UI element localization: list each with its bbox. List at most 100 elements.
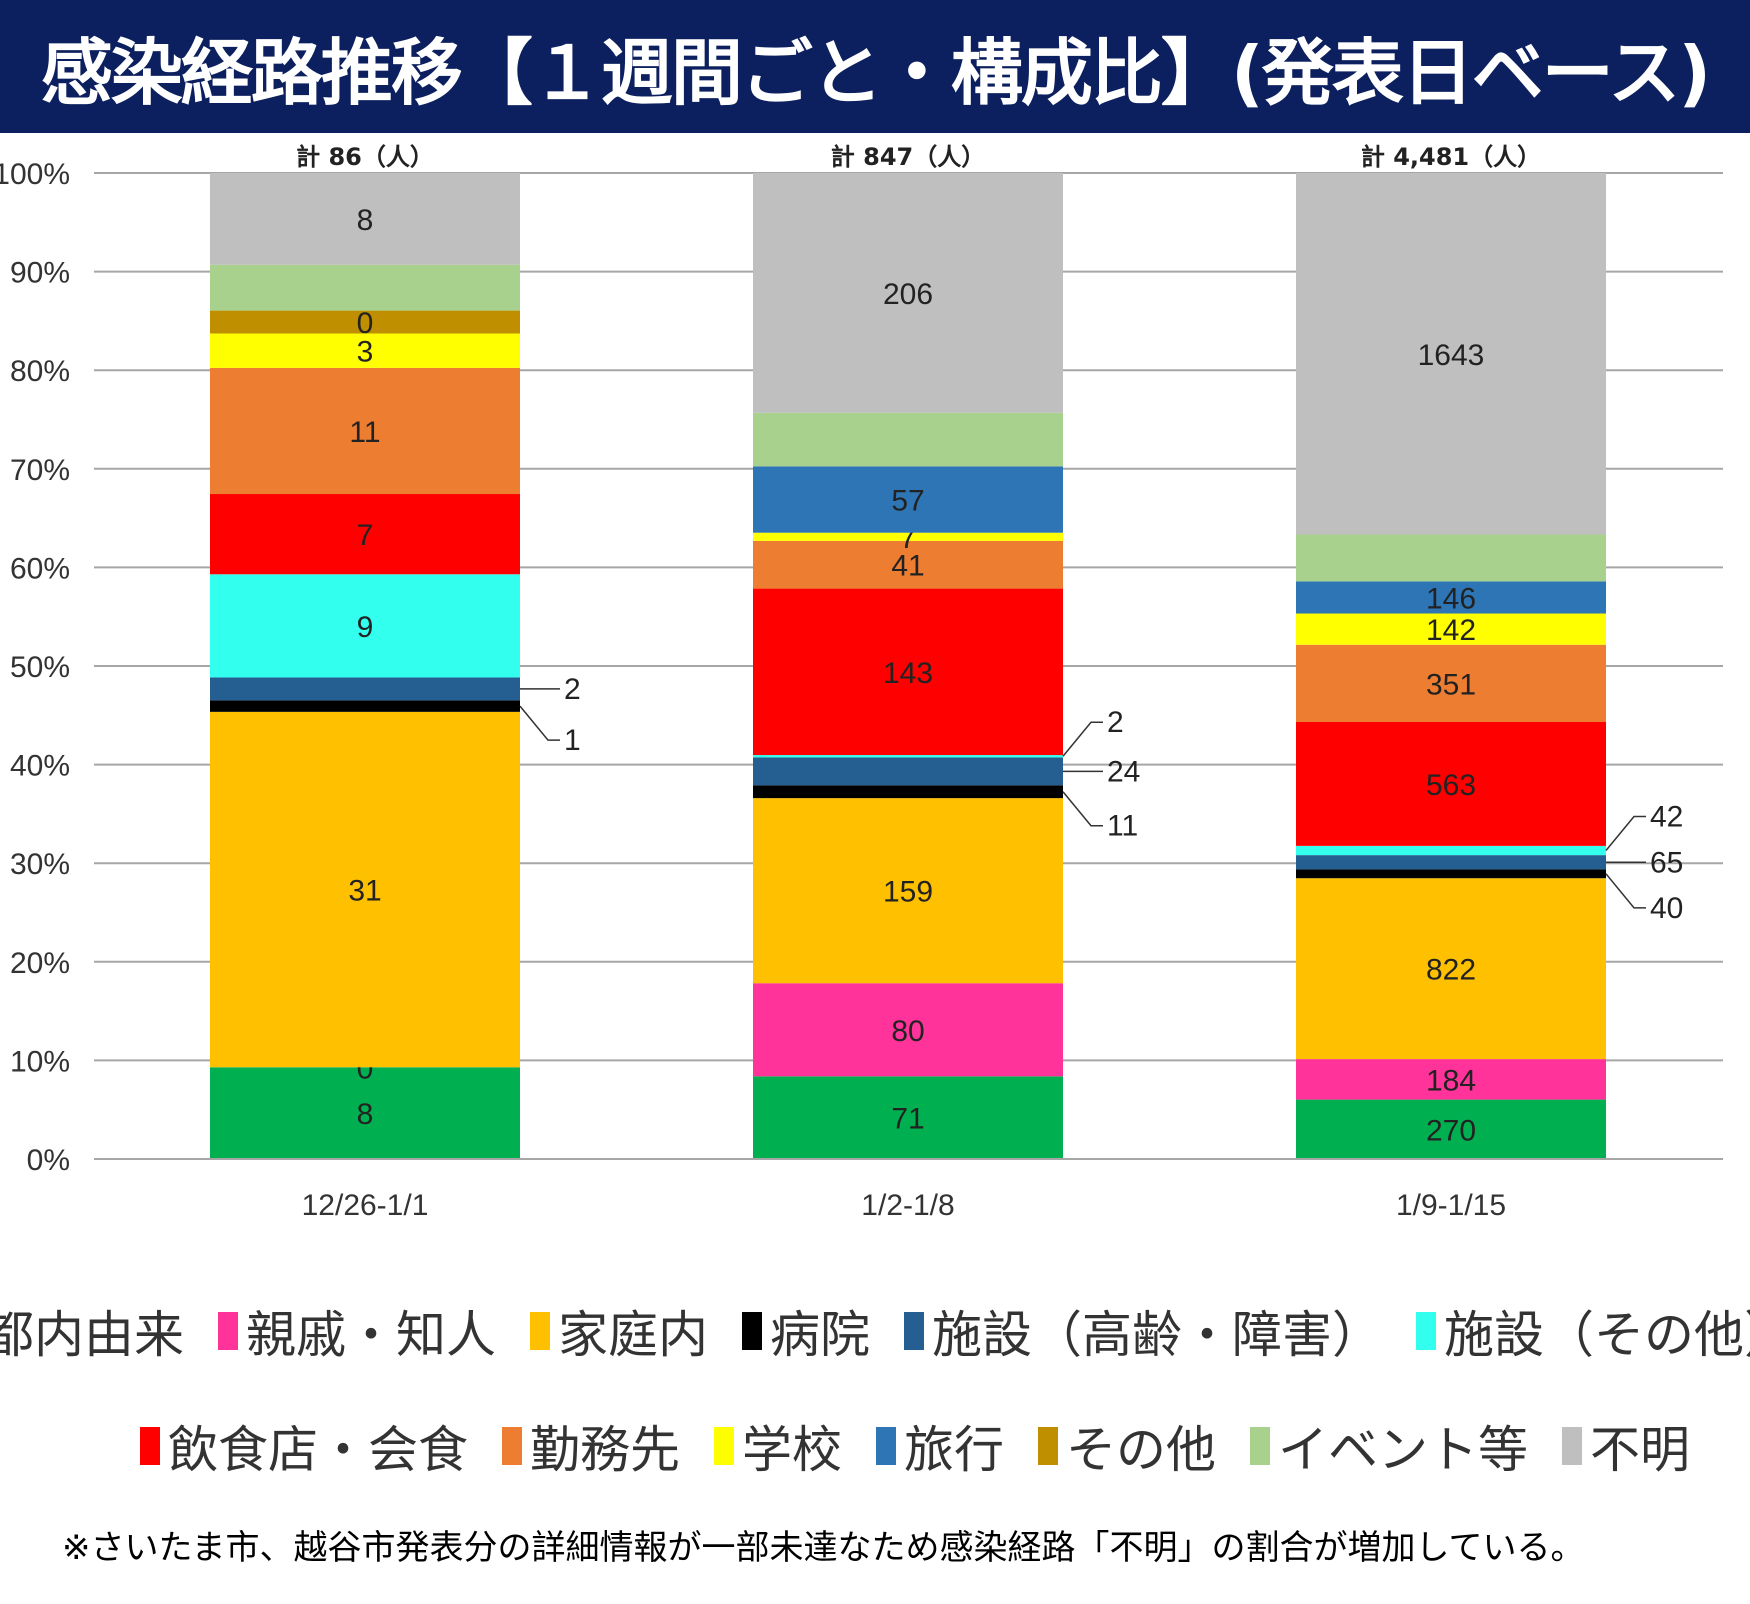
legend-swatch [1562, 1427, 1582, 1465]
data-label: 8 [357, 1098, 374, 1131]
bar-segment [1296, 722, 1606, 846]
data-label: 80 [891, 1015, 924, 1048]
y-tick-label: 10% [10, 1045, 70, 1078]
legend-label: その他 [1066, 1421, 1216, 1479]
legend-label: 都内由来 [0, 1306, 184, 1364]
y-tick-label: 70% [10, 454, 70, 487]
bar-segment [753, 755, 1063, 758]
legend-label: 施設（その他） [1444, 1306, 1750, 1364]
legend-swatch [140, 1427, 160, 1465]
bar-segment [753, 983, 1063, 1077]
y-tick-label: 60% [10, 552, 70, 585]
leader-line [519, 705, 560, 741]
bar-segment [210, 700, 520, 712]
data-label: 42 [1650, 801, 1683, 834]
data-label: 40 [1650, 892, 1683, 925]
data-label: 0 [357, 307, 374, 340]
legend-item: 病院 [742, 1295, 870, 1367]
legend-label: 旅行 [904, 1421, 1004, 1479]
stacked-bar-chart: 0%10%20%30%40%50%60%70%80%90%100%8031129… [0, 143, 1723, 1222]
legend-item: 旅行 [876, 1410, 1004, 1482]
legend-item: 飲食店・会食 [140, 1410, 468, 1482]
data-label: 2 [1107, 706, 1124, 739]
legend-label: 家庭内 [558, 1306, 708, 1364]
y-tick-label: 30% [10, 848, 70, 881]
bar-segment [1296, 581, 1606, 614]
legend-item: 学校 [714, 1410, 842, 1482]
bar-segment [210, 1067, 520, 1159]
bar-segment [1296, 878, 1606, 1060]
data-label: 1 [564, 724, 581, 757]
data-label: 2 [564, 673, 581, 706]
bar-segment [210, 677, 520, 701]
legend-swatch [1250, 1427, 1270, 1465]
bar-segment [210, 310, 520, 334]
data-label: 146 [1426, 582, 1476, 615]
bar-segment [210, 367, 520, 495]
x-tick-label: 1/9-1/15 [1396, 1189, 1506, 1222]
legend-item: 親戚・知人 [218, 1295, 496, 1367]
legend-swatch [1416, 1312, 1436, 1350]
total-label: 計 847（人） [831, 143, 985, 171]
bar-segment [210, 574, 520, 678]
bar-segment [753, 532, 1063, 541]
legend-swatch [876, 1427, 896, 1465]
y-tick-label: 80% [10, 355, 70, 388]
bar-segment [210, 711, 520, 1068]
y-tick-label: 0% [27, 1144, 70, 1177]
data-label: 57 [891, 485, 924, 518]
legend-swatch [218, 1312, 238, 1350]
bar-segment [1296, 855, 1606, 870]
bar-segment [753, 466, 1063, 533]
legend-label: 施設（高齢・障害） [932, 1306, 1382, 1364]
data-label: 8 [357, 204, 374, 237]
legend-swatch [1038, 1427, 1058, 1465]
data-label: 3 [357, 336, 374, 369]
legend-swatch [714, 1427, 734, 1465]
bar-segment [753, 785, 1063, 799]
footnote: ※さいたま市、越谷市発表分の詳細情報が一部未達なため感染経路「不明」の割合が増加… [62, 1528, 1585, 1568]
leader-line [1605, 873, 1646, 909]
bar-segment [753, 173, 1063, 413]
title-bar: 感染経路推移【１週間ごと・構成比】(発表日ベース) [0, 0, 1750, 133]
legend-swatch [530, 1312, 550, 1350]
legend-label: 飲食店・会食 [168, 1421, 468, 1479]
bar-segment [753, 757, 1063, 786]
bar-segment [1296, 534, 1606, 582]
y-tick-label: 50% [10, 651, 70, 684]
legend-item: 不明 [1562, 1410, 1690, 1482]
data-label: 11 [349, 416, 380, 449]
data-label: 24 [1107, 755, 1140, 788]
data-label: 184 [1426, 1064, 1476, 1097]
legend-row-1: 都内由来 親戚・知人 家庭内 病院 施設（高齢・障害） 施設（その他） [0, 1295, 1750, 1367]
data-label: 11 [1107, 810, 1138, 843]
bar-segment [210, 173, 520, 265]
bar-segment [753, 412, 1063, 467]
legend-label: 親戚・知人 [246, 1306, 496, 1364]
bar-segment [210, 264, 520, 311]
x-tick-label: 12/26-1/1 [302, 1189, 429, 1222]
legend-row-2: 飲食店・会食 勤務先 学校 旅行 その他 イベント等 不明 [0, 1410, 1750, 1482]
data-label: 270 [1426, 1114, 1476, 1147]
y-tick-label: 90% [10, 257, 70, 290]
y-tick-label: 20% [10, 947, 70, 980]
legend-label: 勤務先 [530, 1421, 680, 1479]
x-tick-label: 1/2-1/8 [861, 1189, 954, 1222]
bar-segment [753, 588, 1063, 756]
bar-segment [1296, 1099, 1606, 1159]
bar-segment [1296, 869, 1606, 879]
legend-label: 病院 [770, 1306, 870, 1364]
data-label: 41 [891, 550, 924, 583]
data-label: 31 [348, 875, 381, 908]
total-label: 計 86（人） [296, 143, 434, 171]
chart-title: 感染経路推移【１週間ごと・構成比】(発表日ベース) [40, 31, 1711, 115]
data-label: 142 [1426, 614, 1476, 647]
y-tick-label: 40% [10, 750, 70, 783]
legend-item: イベント等 [1250, 1410, 1528, 1482]
data-label: 206 [883, 278, 933, 311]
legend-swatch [502, 1427, 522, 1465]
bar-segment [753, 798, 1063, 984]
data-label: 1643 [1418, 339, 1485, 372]
total-label: 計 4,481（人） [1361, 143, 1541, 171]
data-label: 822 [1426, 954, 1476, 987]
